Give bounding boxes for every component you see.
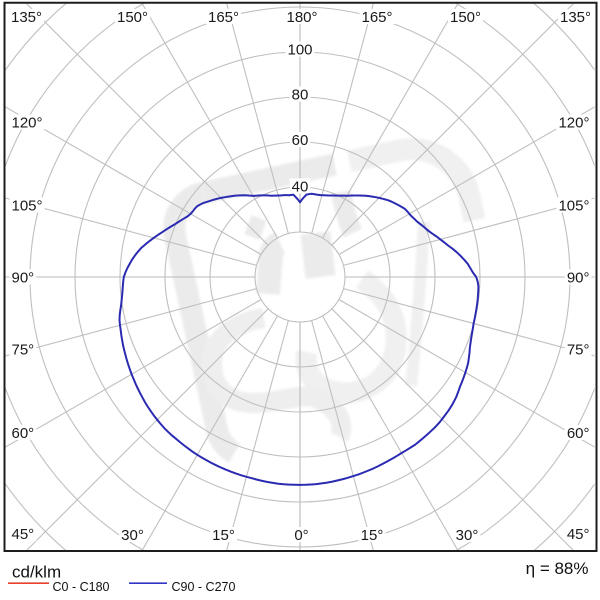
svg-text:120°: 120° [12, 115, 43, 132]
svg-text:C90 - C270: C90 - C270 [172, 580, 236, 594]
svg-text:80: 80 [292, 87, 309, 104]
svg-text:90°: 90° [12, 270, 35, 287]
svg-text:120°: 120° [558, 115, 589, 132]
svg-text:75°: 75° [12, 342, 35, 359]
svg-text:105°: 105° [12, 198, 43, 215]
svg-text:135°: 135° [560, 9, 591, 26]
svg-text:30°: 30° [121, 527, 144, 544]
svg-text:135°: 135° [11, 9, 42, 26]
svg-text:60°: 60° [12, 425, 35, 442]
svg-text:C0 - C180: C0 - C180 [53, 580, 110, 594]
svg-text:45°: 45° [567, 526, 590, 543]
svg-text:0°: 0° [294, 527, 308, 544]
svg-text:165°: 165° [361, 9, 392, 26]
svg-text:60°: 60° [567, 425, 590, 442]
svg-text:η = 88%: η = 88% [526, 559, 589, 578]
svg-text:180°: 180° [286, 9, 317, 26]
svg-text:105°: 105° [558, 198, 589, 215]
svg-text:75°: 75° [567, 342, 590, 359]
svg-text:45°: 45° [12, 526, 35, 543]
svg-text:165°: 165° [208, 9, 239, 26]
svg-text:150°: 150° [450, 9, 481, 26]
svg-text:15°: 15° [212, 527, 235, 544]
svg-text:60: 60 [292, 132, 309, 149]
svg-text:40: 40 [292, 179, 309, 196]
svg-text:90°: 90° [567, 270, 590, 287]
svg-text:150°: 150° [117, 9, 148, 26]
svg-text:30°: 30° [456, 527, 479, 544]
svg-text:cd/klm: cd/klm [12, 563, 61, 582]
svg-text:15°: 15° [361, 527, 384, 544]
svg-text:100: 100 [287, 42, 312, 59]
